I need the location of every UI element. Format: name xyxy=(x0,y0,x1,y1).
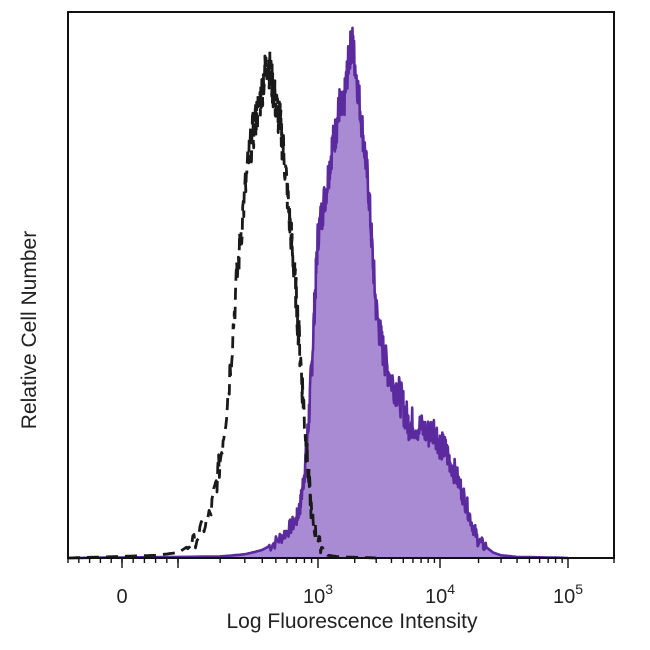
plot-frame xyxy=(67,11,615,559)
plot-layer xyxy=(67,26,569,560)
x-tick-label: 103 xyxy=(303,581,333,608)
x-tick-label: 105 xyxy=(553,581,583,608)
x-tick-label: 104 xyxy=(425,581,455,608)
x-tick-label: 0 xyxy=(116,586,127,608)
filled-histogram-area xyxy=(68,27,568,559)
filled-histogram-outline xyxy=(67,26,569,560)
dashed-control-histogram xyxy=(67,49,377,560)
x-axis-ticks: 0 103 104 105 xyxy=(67,558,615,608)
x-axis-label: Log Fluorescence Intensity xyxy=(227,610,478,633)
y-axis-label: Relative Cell Number xyxy=(18,231,41,429)
